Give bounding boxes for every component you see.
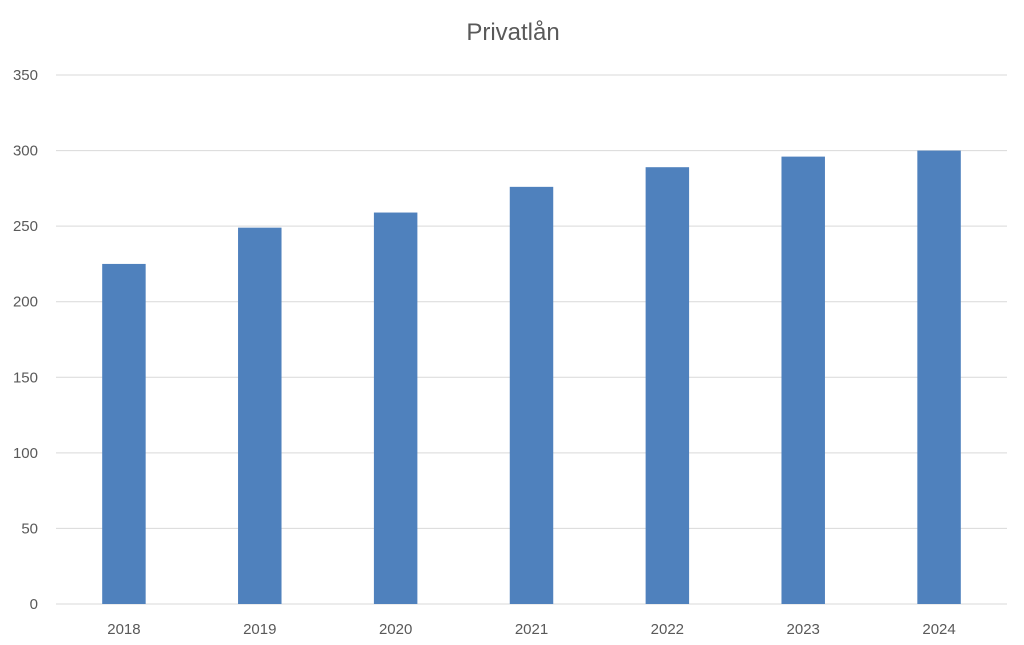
y-tick-label: 0: [30, 596, 38, 613]
x-tick-label: 2024: [922, 621, 955, 638]
bar-2024: [917, 150, 961, 605]
x-tick-label: 2019: [243, 621, 276, 638]
x-axis: 2018 2019 2020 2021 2022 2023 2024: [107, 621, 956, 638]
y-tick-label: 150: [13, 369, 38, 386]
bar-2023: [781, 156, 825, 605]
x-tick-label: 2023: [787, 621, 820, 638]
x-tick-label: 2022: [651, 621, 684, 638]
x-tick-label: 2020: [379, 621, 412, 638]
bars: [102, 150, 961, 605]
y-tick-label: 50: [21, 520, 38, 537]
y-tick-label: 100: [13, 445, 38, 462]
bar-2020: [373, 212, 418, 605]
bar-2019: [238, 227, 282, 604]
bar-2018: [102, 263, 146, 604]
bar-2021: [509, 186, 554, 605]
y-axis: 0 50 100 150 200 250 300 350: [13, 67, 38, 613]
y-tick-label: 350: [13, 67, 38, 84]
x-tick-label: 2021: [515, 621, 548, 638]
x-tick-label: 2018: [107, 621, 140, 638]
bar-2022: [645, 167, 690, 604]
y-tick-label: 250: [13, 218, 38, 235]
chart-title: Privatlån: [466, 19, 559, 46]
y-tick-label: 300: [13, 143, 38, 160]
y-tick-label: 200: [13, 294, 38, 311]
